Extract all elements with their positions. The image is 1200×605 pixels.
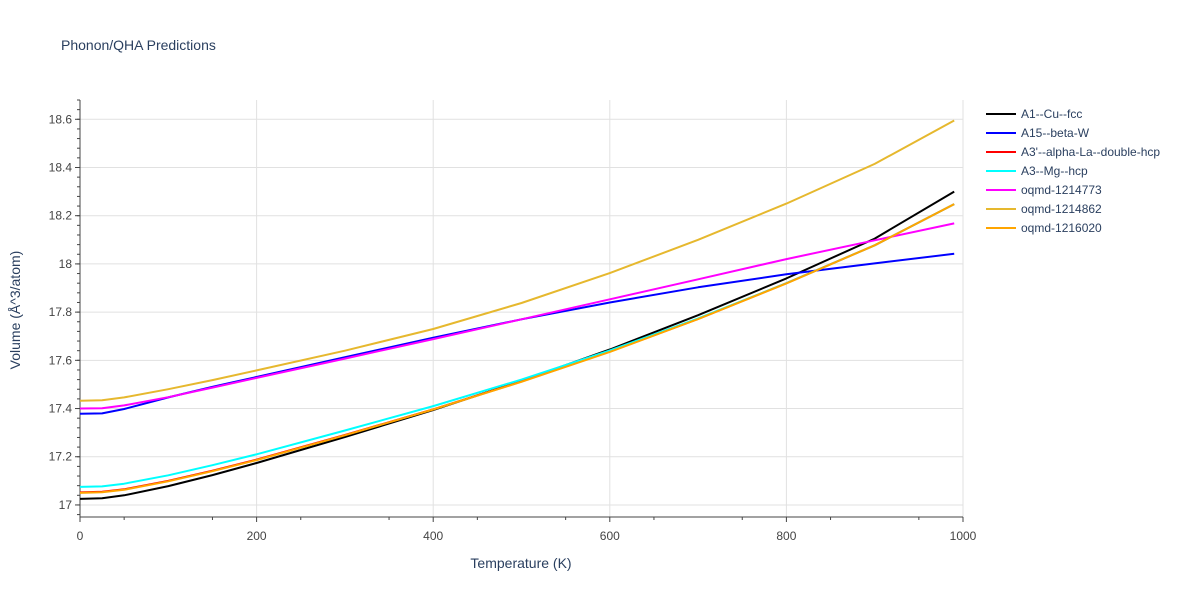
- x-axis-title: Temperature (K): [470, 555, 571, 571]
- series-line-1: [79, 252, 955, 415]
- y-tick-label: 18.4: [49, 160, 73, 174]
- series-line-5: [79, 119, 955, 402]
- legend-label: A15--beta-W: [1021, 126, 1090, 140]
- chart-title: Phonon/QHA Predictions: [61, 37, 216, 53]
- y-tick-label: 17.8: [49, 305, 73, 319]
- x-tick-label: 200: [247, 529, 267, 543]
- legend-item[interactable]: oqmd-1214862: [986, 202, 1102, 216]
- legend-item[interactable]: A3'--alpha-La--double-hcp: [986, 145, 1160, 159]
- x-tick-label: 400: [423, 529, 443, 543]
- y-tick-label: 17: [59, 498, 73, 512]
- x-tick-label: 1000: [950, 529, 977, 543]
- legend-label: oqmd-1214773: [1021, 183, 1102, 197]
- y-tick-label: 17.6: [49, 353, 73, 367]
- series-line-6: [79, 203, 955, 494]
- series-line-3: [79, 203, 955, 488]
- y-tick-label: 17.2: [49, 450, 73, 464]
- series-line-4: [79, 222, 955, 410]
- legend-label: oqmd-1216020: [1021, 221, 1102, 235]
- legend-label: A3'--alpha-La--double-hcp: [1021, 145, 1160, 159]
- y-axis-title: Volume (Å^3/atom): [7, 251, 23, 370]
- legend-item[interactable]: oqmd-1216020: [986, 221, 1102, 235]
- series-line-2: [79, 203, 955, 494]
- legend-item[interactable]: A3--Mg--hcp: [986, 164, 1088, 178]
- series-line-0: [79, 190, 955, 500]
- legend-item[interactable]: A1--Cu--fcc: [986, 107, 1082, 121]
- x-tick-label: 0: [77, 529, 84, 543]
- legend[interactable]: A1--Cu--fcc A15--beta-W A3'--alpha-La--dou…: [986, 107, 1160, 235]
- axes-layer: 0 200 400 600 800 1000 17 17.2 17.4 17.6 17.8 18 18.…: [49, 99, 977, 543]
- legend-label: oqmd-1214862: [1021, 202, 1102, 216]
- legend-item[interactable]: A15--beta-W: [986, 126, 1090, 140]
- grid-layer: [80, 100, 964, 517]
- series-layer: [79, 119, 955, 500]
- legend-label: A1--Cu--fcc: [1021, 107, 1082, 121]
- legend-label: A3--Mg--hcp: [1021, 164, 1088, 178]
- y-tick-label: 17.4: [49, 402, 73, 416]
- legend-item[interactable]: oqmd-1214773: [986, 183, 1102, 197]
- x-tick-label: 800: [776, 529, 796, 543]
- y-tick-label: 18.6: [49, 112, 73, 126]
- x-tick-label: 600: [600, 529, 620, 543]
- y-tick-label: 18: [59, 257, 73, 271]
- y-tick-label: 18.2: [49, 209, 73, 223]
